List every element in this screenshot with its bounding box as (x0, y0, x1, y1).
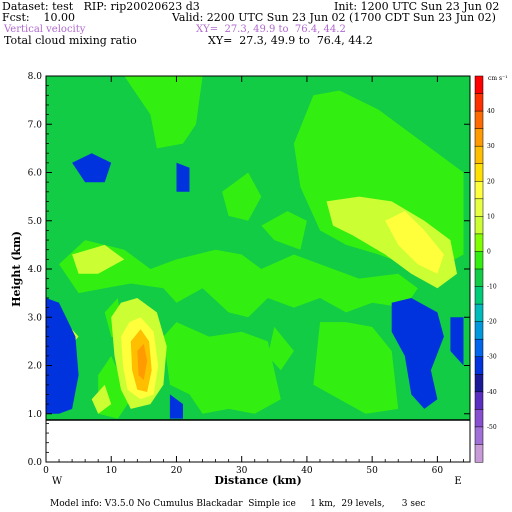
field2-name: Total cloud mixing ratio (4, 34, 137, 47)
field1-name: Vertical velocity (4, 24, 86, 35)
colorbar-swatch (474, 251, 484, 270)
x-tick-label: 30 (236, 466, 248, 476)
contour-region-level--20-2 (176, 162, 190, 192)
y-tick-label: 7.0 (28, 120, 43, 130)
colorbar-swatch (474, 321, 484, 340)
colorbar-label: -30 (487, 354, 497, 361)
x-tick-label: 20 (171, 466, 183, 476)
colorbar-label: 40 (487, 108, 495, 115)
colorbar-swatch (474, 93, 484, 112)
direction-left-label: W (52, 476, 63, 487)
y-tick-label: 1.0 (28, 410, 43, 420)
colorbar-swatch (474, 110, 484, 130)
x-tick-label: 50 (366, 466, 378, 476)
fcst-line: Fcst: 10.00 (2, 11, 76, 24)
contour-region-level-30-0 (137, 343, 148, 380)
contour-region-level--20-1 (72, 153, 112, 183)
colorbar-swatch (474, 426, 484, 446)
y-tick-label: 8.0 (28, 72, 43, 82)
contour-region-level--5-2 (261, 211, 307, 250)
y-tick-label: 0.0 (28, 458, 43, 468)
colorbar-unit: cm s⁻¹ (488, 75, 508, 82)
colorbar-swatch (474, 233, 484, 253)
model-info: Model info: V3.5.0 No Cumulus Blackadar … (50, 499, 426, 509)
x-tick-label: 0 (43, 466, 49, 476)
colorbar-swatch (474, 216, 484, 235)
y-tick-label: 2.0 (28, 362, 43, 372)
contour-region-level--5-1 (222, 172, 262, 221)
colorbar-swatch (474, 198, 484, 217)
contour-region-level--5-4 (163, 322, 281, 414)
colorbar-label: -40 (487, 389, 497, 396)
colorbar-swatch (474, 286, 484, 305)
x-axis-label: Distance (km) (214, 474, 301, 487)
contour-region-level--5-0 (124, 76, 203, 149)
x-axis: 0 10 20 30 40 50 60 (43, 76, 464, 476)
colorbar-swatch (474, 268, 484, 288)
y-tick-label: 6.0 (28, 169, 43, 179)
colorbar-label: -50 (487, 424, 497, 431)
contour-region-level-10-1 (385, 211, 444, 274)
x-tick-label: 40 (301, 466, 313, 476)
colorbar-swatch (474, 409, 484, 428)
dataset-line: Dataset: test RIP: rip20020623 d3 (2, 0, 200, 13)
colorbar-label: -20 (487, 319, 497, 326)
terrain-fill (46, 420, 470, 462)
colorbar-swatch (474, 75, 484, 95)
init-line: Init: 1200 UTC Sun 23 Jun 02 (334, 0, 500, 13)
contour-region-level-0-4 (91, 384, 112, 414)
colorbar-swatch (474, 145, 484, 165)
y-axis-label: Height (km) (10, 231, 23, 307)
y-tick-label: 3.0 (28, 313, 43, 323)
colorbar-swatch (474, 163, 484, 182)
colorbar-swatch (474, 181, 484, 200)
colorbar-swatch (474, 338, 484, 358)
colorbar-label: 30 (487, 143, 495, 150)
field2-xy: XY= 27.3, 49.9 to 76.4, 44.2 (208, 34, 373, 47)
colorbar: 40 30 20 10 0 -10 -20 -30 -40 -50 (474, 75, 497, 463)
x-tick-label: 10 (106, 466, 118, 476)
colorbar-label: 20 (487, 178, 495, 185)
y-axis: 0.0 1.0 2.0 3.0 4.0 5.0 6.0 7.0 8.0 (28, 72, 470, 468)
colorbar-swatch (474, 128, 484, 147)
colorbar-swatch (474, 303, 484, 323)
y-tick-label: 4.0 (28, 265, 43, 275)
contour-region-level--5-6 (267, 326, 294, 371)
colorbar-label: 10 (487, 213, 495, 220)
valid-line: Valid: 2200 UTC Sun 23 Jun 02 (1700 CDT … (172, 11, 496, 24)
colorbar-swatch (474, 374, 484, 393)
contour-region-level--20-3 (391, 298, 444, 409)
colorbar-label: -10 (487, 284, 497, 291)
contour-region-level--5-3 (59, 240, 418, 318)
colorbar-swatch (474, 391, 484, 410)
contour-region-level-0-2 (72, 244, 125, 274)
contour-region-level--20-4 (169, 394, 183, 419)
terrain (46, 419, 470, 462)
contour-region-level--20-0 (46, 298, 79, 414)
colorbar-label: 0 (487, 248, 491, 255)
x-tick-label: 60 (432, 466, 444, 476)
contour-region-level--5-5 (313, 322, 399, 414)
contour-region-level--20-5 (450, 317, 464, 366)
y-tick-label: 5.0 (28, 217, 43, 227)
colorbar-swatch (474, 356, 484, 375)
direction-right-label: E (454, 476, 461, 487)
vertical-velocity-field (46, 76, 470, 420)
colorbar-swatch (474, 444, 484, 463)
field1-xy: XY= 27.3, 49.9 to 76.4, 44.2 (196, 24, 346, 35)
